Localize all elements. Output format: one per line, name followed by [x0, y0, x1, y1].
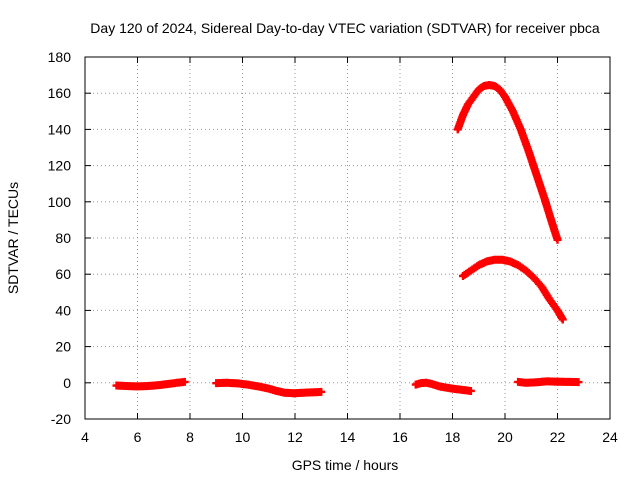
y-tick-label: 180: [48, 49, 72, 65]
y-tick-label: 120: [48, 158, 72, 174]
grid-lines: [85, 57, 610, 419]
chart-title: Day 120 of 2024, Sidereal Day-to-day VTE…: [90, 20, 600, 36]
data-point: [574, 378, 583, 387]
x-tick-label: 8: [186, 429, 194, 445]
y-tick-label: 0: [63, 375, 71, 391]
y-tick-label: 140: [48, 121, 72, 137]
series-arc-1: [112, 377, 189, 391]
data-point: [466, 386, 475, 395]
x-tick-label: 18: [445, 429, 461, 445]
y-tick-label: -20: [51, 411, 71, 427]
series-arc-2: [212, 378, 326, 398]
x-tick-label: 14: [340, 429, 356, 445]
x-tick-label: 6: [134, 429, 142, 445]
data-point: [317, 387, 326, 396]
x-tick-label: 10: [235, 429, 251, 445]
x-tick-label: 20: [497, 429, 513, 445]
series-arc-5: [459, 255, 567, 324]
x-tick-label: 22: [550, 429, 566, 445]
data-point: [553, 235, 562, 244]
axis-ticks: 4 6 8 10 12 14 16 18 20 22 24 -20 0 20 40 60 80 100 120 140…: [48, 49, 618, 445]
y-tick-label: 20: [55, 339, 71, 355]
x-tick-label: 16: [392, 429, 408, 445]
data-point: [180, 377, 189, 386]
series-arc-4: [453, 81, 562, 244]
data-points: [112, 81, 583, 398]
x-tick-label: 4: [81, 429, 89, 445]
y-tick-label: 100: [48, 194, 72, 210]
y-tick-label: 60: [55, 266, 71, 282]
y-tick-label: 40: [55, 302, 71, 318]
y-tick-label: 160: [48, 85, 72, 101]
x-tick-label: 24: [602, 429, 618, 445]
series-arc-3: [411, 378, 475, 395]
series-arc-6: [514, 377, 583, 387]
data-point: [558, 315, 567, 324]
x-tick-label: 12: [287, 429, 303, 445]
x-axis-label: GPS time / hours: [292, 457, 399, 473]
y-tick-label: 80: [55, 230, 71, 246]
y-axis-label: SDTVAR / TECUs: [5, 182, 21, 294]
